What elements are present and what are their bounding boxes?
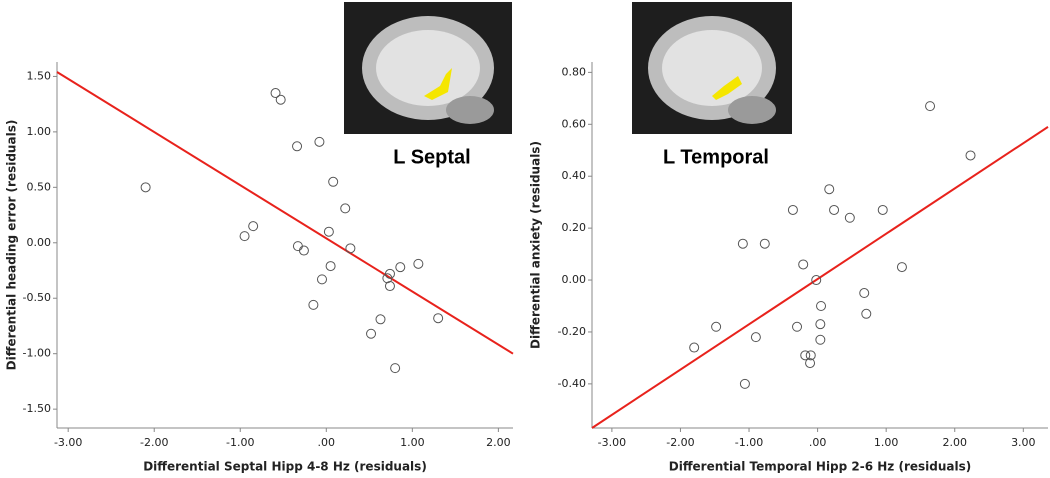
point [824, 184, 835, 195]
y-tick-label: -1.00 [23, 347, 51, 360]
y-tick-label: 0.00 [562, 273, 587, 286]
x-axis-label: Differential Temporal Hipp 2-6 Hz (resid… [669, 460, 972, 474]
point [805, 358, 816, 369]
point [270, 88, 281, 99]
point [815, 319, 826, 330]
point [925, 101, 936, 112]
x-axis-label: Differential Septal Hipp 4-8 Hz (residua… [143, 460, 427, 474]
point [792, 321, 803, 332]
point [395, 262, 406, 273]
y-tick-label: 0.00 [27, 236, 52, 249]
point [384, 281, 395, 292]
y-tick-label: 0.40 [562, 169, 587, 182]
point [140, 182, 151, 193]
point [275, 94, 286, 105]
point [316, 274, 327, 285]
point [292, 241, 303, 252]
brain-inset-right [632, 2, 792, 134]
point [859, 288, 870, 299]
point [750, 332, 761, 343]
point [340, 203, 351, 214]
y-tick-label: -1.50 [23, 402, 51, 415]
point [325, 261, 336, 272]
y-tick-label: 1.50 [27, 69, 52, 82]
x-tick-label: -2.00 [666, 436, 694, 449]
point [844, 212, 855, 223]
y-tick-label: 0.80 [562, 65, 587, 78]
point [861, 308, 872, 319]
inset-label: L Septal [393, 146, 470, 168]
x-tick-label: -1.00 [735, 436, 763, 449]
point [805, 350, 816, 361]
x-tick-label: 1.00 [874, 436, 899, 449]
point [413, 258, 424, 269]
point [433, 313, 444, 324]
x-tick-label: 2.00 [486, 436, 511, 449]
point [829, 204, 840, 215]
x-tick-label: -3.00 [598, 436, 626, 449]
x-tick-label: -3.00 [54, 436, 82, 449]
x-tick-label: 1.00 [400, 436, 425, 449]
point [711, 321, 722, 332]
point [308, 299, 319, 310]
point [375, 314, 386, 325]
y-axis-label: Differential anxiety (residuals) [529, 141, 543, 349]
point [298, 245, 309, 256]
point [877, 204, 888, 215]
x-tick-label: .00 [809, 436, 827, 449]
x-tick-label: 3.00 [1011, 436, 1036, 449]
point [800, 350, 811, 361]
y-tick-label: 0.20 [562, 221, 587, 234]
point [689, 342, 700, 353]
fit-line [56, 71, 514, 355]
point [239, 231, 250, 242]
point [965, 150, 976, 161]
point [248, 221, 259, 232]
brain-inset-left [344, 2, 512, 134]
point [737, 238, 748, 249]
point [896, 262, 907, 273]
point [366, 328, 377, 339]
y-axis-label: Differential heading error (residuals) [5, 120, 19, 371]
point [798, 259, 809, 270]
point [739, 378, 750, 389]
y-tick-label: -0.50 [23, 291, 51, 304]
x-tick-label: 2.00 [942, 436, 967, 449]
point [384, 268, 395, 279]
x-tick-label: -1.00 [226, 436, 254, 449]
x-tick-label: .00 [318, 436, 336, 449]
point [787, 204, 798, 215]
y-tick-label: 1.00 [27, 125, 52, 138]
y-tick-label: -0.40 [558, 377, 586, 390]
point [292, 141, 303, 152]
inset-label: L Temporal [663, 146, 769, 168]
y-tick-label: 0.60 [562, 117, 587, 130]
point [759, 238, 770, 249]
point [815, 334, 826, 345]
y-tick-label: 0.50 [27, 180, 52, 193]
y-tick-label: -0.20 [558, 325, 586, 338]
x-tick-label: -2.00 [140, 436, 168, 449]
point [816, 301, 827, 311]
point [390, 363, 401, 374]
point [811, 275, 822, 286]
point [323, 226, 334, 237]
point [314, 136, 325, 147]
point [328, 176, 339, 187]
point [345, 243, 356, 254]
